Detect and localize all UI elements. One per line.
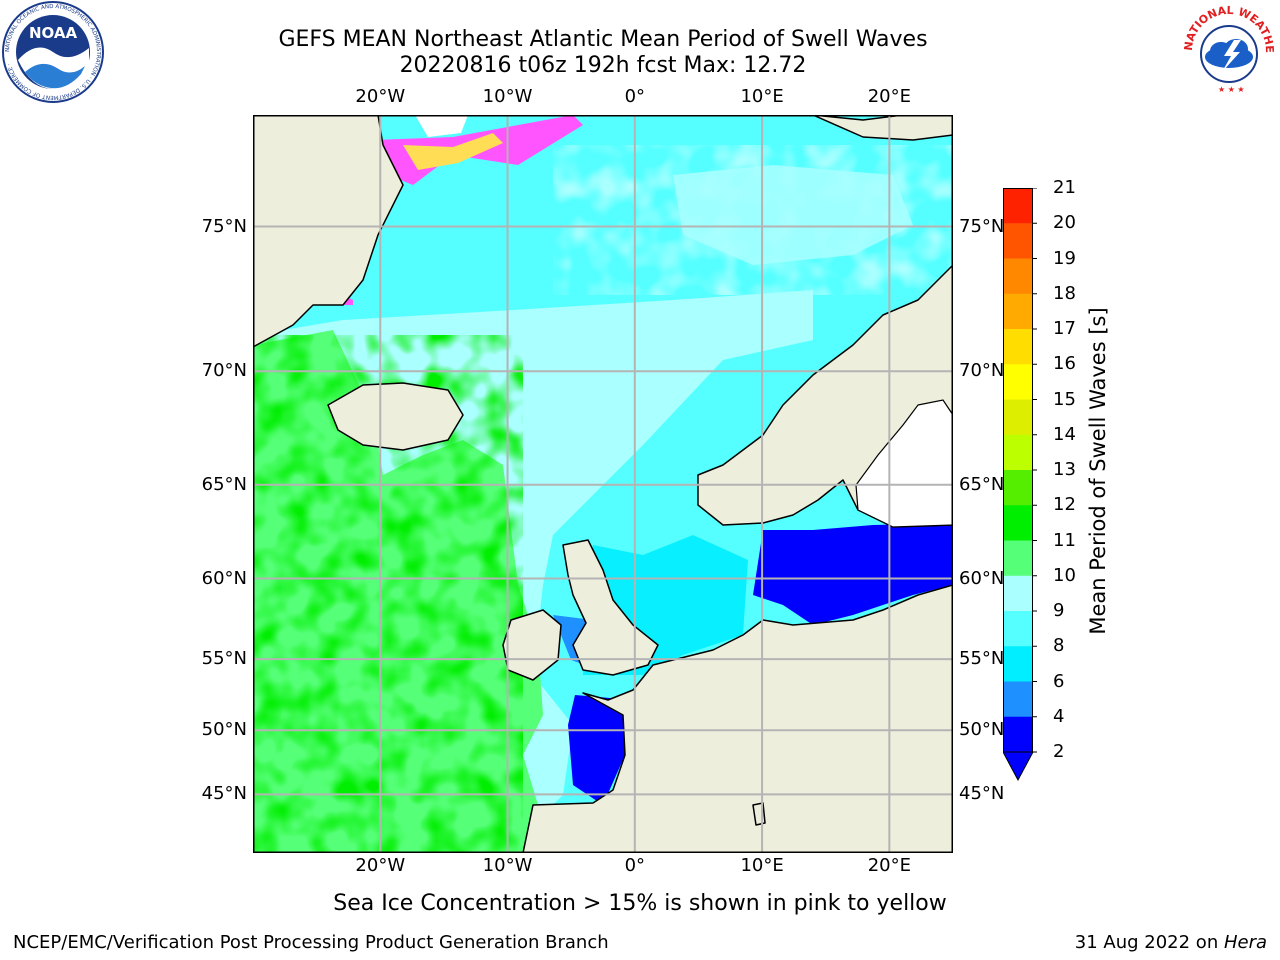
lon-tick-label: 10°E [740,86,784,107]
colorbar-bin [1003,329,1033,365]
colorbar-tick-label: 19 [1053,247,1076,269]
colorbar-tick-label: 14 [1053,423,1076,445]
colorbar-bin [1003,470,1033,506]
lat-tick-label: 65°N [959,473,1005,495]
colorbar-tick-label: 9 [1053,600,1065,621]
colorbar-tick-label: 21 [1053,177,1076,198]
nws-logo: NATIONAL WEATHER SERVICE ★ ★ ★ [1178,0,1277,99]
arctic-white [415,115,468,137]
colorbar-bin [1003,434,1033,471]
colorbar-bin [1003,364,1033,400]
colorbar-tick-label: 18 [1053,282,1076,304]
colorbar-tick-label: 13 [1053,459,1076,480]
colorbar-bin [1003,646,1033,682]
colorbar-bin [1003,293,1033,330]
colorbar-tick-label: 15 [1053,388,1076,410]
colorbar-tick-label: 6 [1053,670,1065,692]
lon-tick-label: 10°E [740,855,784,876]
lon-tick-label: 0° [624,86,646,107]
colorbar-bin [1003,611,1033,647]
colorbar-under-arrow [1003,751,1034,782]
lat-tick-label: 60°N [959,567,1005,589]
colorbar-tick-label: 8 [1053,635,1065,657]
lat-tick-label: 70°N [959,360,1005,382]
lat-tick-label: 50°N [201,719,247,741]
colorbar-tick-label: 16 [1053,353,1076,375]
graticule [253,115,953,853]
lat-tick-label: 50°N [959,719,1005,741]
footer-date-text: 31 Aug 2022 on [1074,932,1224,953]
lon-tick-label: 20°W [355,86,406,107]
lat-tick-label: 55°N [201,648,247,670]
colorbar-tick-label: 20 [1053,212,1076,234]
baltic-sea-low [753,523,953,625]
colorbar-bin [1003,681,1033,718]
lat-tick-label: 75°N [201,215,247,237]
footer-date: 31 Aug 2022 on Hera [1075,932,1267,953]
lat-tick-label: 65°N [201,473,247,495]
lat-tick-label: 45°N [959,783,1005,805]
lon-tick-label: 20°E [867,86,911,107]
noaa-logo: NATIONAL OCEANIC AND ATMOSPHERIC ADMINIS… [2,1,104,103]
lat-tick-label: 45°N [201,783,247,805]
gulf-of-bothnia-white [855,399,953,528]
lon-tick-label: 10°W [482,855,533,876]
lat-tick-label: 75°N [959,215,1005,237]
colorbar [1003,188,1037,782]
colorbar-tick-label: 10 [1053,564,1076,586]
colorbar-bin [1003,716,1033,753]
footer-host: Hera [1223,932,1267,953]
colorbar-bin [1003,399,1033,436]
greenland-land [253,115,404,348]
map-panel [253,115,953,853]
biscay-low [568,695,633,805]
footer-credit: NCEP/EMC/Verification Post Processing Pr… [13,932,609,953]
lon-tick-label: 20°W [355,855,406,876]
iceland-land [327,382,464,451]
chart-subtitle: 20220816 t06z 192h fcst Max: 12.72 [399,53,807,78]
lon-tick-label: 20°E [867,855,911,876]
sea-ice-note: Sea Ice Concentration > 15% is shown in … [333,891,947,916]
colorbar-bin [1003,223,1033,259]
lon-tick-label: 10°W [482,86,533,107]
colorbar-label: Mean Period of Swell Waves [s] [1086,307,1110,635]
lat-tick-label: 55°N [959,648,1005,670]
svalbard-land [812,115,953,141]
colorbar-bin [1003,575,1033,612]
colorbar-bin [1003,540,1033,577]
colorbar-bin [1003,505,1033,541]
lat-tick-label: 60°N [201,567,247,589]
colorbar-tick-label: 17 [1053,318,1076,339]
ireland-land [502,609,562,681]
noaa-text: NOAA [29,24,78,42]
europe-mainland-land [522,584,953,853]
svg-text:★ ★ ★: ★ ★ ★ [1218,85,1245,94]
colorbar-bin [1003,188,1033,224]
chart-title: GEFS MEAN Northeast Atlantic Mean Period… [278,27,928,52]
lat-tick-label: 70°N [201,360,247,382]
corsica-land [752,802,766,826]
colorbar-tick-label: 2 [1053,741,1065,762]
map-canvas [253,115,953,853]
colorbar-bin [1003,258,1033,295]
colorbar-tick-label: 11 [1053,529,1076,551]
colorbar-tick-label: 4 [1053,705,1065,727]
colorbar-tick-label: 12 [1053,494,1076,516]
sea-ice-core [403,133,503,170]
lon-tick-label: 0° [624,855,646,876]
